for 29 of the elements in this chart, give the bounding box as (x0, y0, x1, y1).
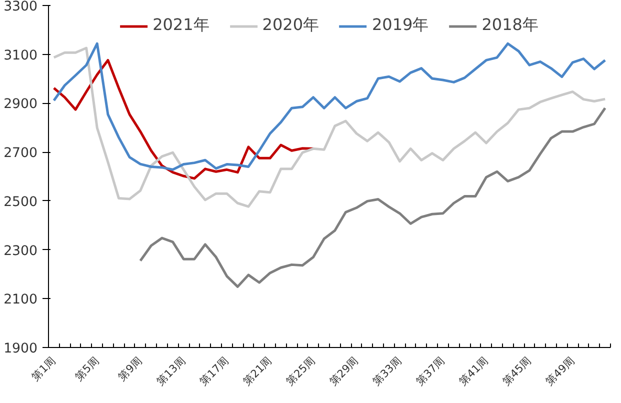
x-tick-label: 第13周 (154, 354, 188, 388)
y-tick-label: 3100 (4, 48, 38, 64)
y-tick-label: 3300 (4, 0, 38, 14)
x-tick-label: 第33周 (370, 354, 404, 388)
x-tick-label: 第21周 (240, 354, 275, 388)
y-tick-label: 2700 (4, 146, 38, 162)
x-tick-label: 第37周 (413, 354, 448, 388)
x-tick-label: 第5周 (72, 354, 102, 384)
x-tick-label: 第1周 (28, 354, 58, 384)
x-tick-label: 第17周 (197, 354, 232, 388)
y-tick-label: 1900 (4, 342, 38, 356)
x-tick-label: 第49周 (542, 354, 578, 388)
x-tick-label: 第45周 (500, 354, 534, 388)
legend-label: 2021年 (152, 15, 210, 36)
x-tick-label: 第9周 (115, 354, 145, 384)
y-tick-label: 2100 (4, 292, 38, 308)
line-series (52, 46, 606, 208)
x-tick-label: 第25周 (284, 354, 318, 388)
line-series (139, 106, 606, 288)
y-tick-label: 2900 (4, 97, 38, 112)
line-series (52, 42, 606, 171)
x-tick-label: 第41周 (456, 354, 491, 388)
y-tick-label: 2300 (4, 244, 38, 259)
legend-label: 2020年 (262, 15, 319, 36)
x-tick-label: 第29周 (326, 354, 362, 388)
legend-label: 2019年 (372, 15, 429, 36)
legend-label: 2018年 (482, 15, 538, 36)
line-series (52, 58, 315, 180)
y-tick-label: 2500 (4, 194, 38, 210)
